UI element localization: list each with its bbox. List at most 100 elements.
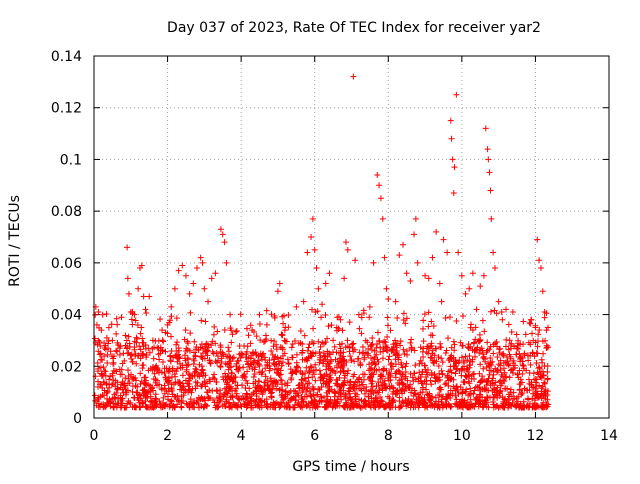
- noise-marker: [529, 349, 536, 356]
- noise-marker: [468, 390, 475, 397]
- data-point: [448, 135, 455, 142]
- data-point: [534, 236, 541, 243]
- noise-marker: [104, 388, 111, 395]
- noise-marker: [371, 356, 378, 363]
- noise-marker: [516, 404, 523, 411]
- noise-marker: [369, 378, 376, 385]
- noise-marker: [293, 359, 300, 366]
- noise-marker: [308, 306, 315, 313]
- noise-marker: [273, 346, 280, 353]
- noise-marker: [250, 374, 257, 381]
- noise-marker: [146, 349, 153, 356]
- data-point: [422, 272, 429, 279]
- noise-marker: [255, 361, 262, 368]
- noise-marker: [431, 352, 438, 359]
- noise-marker: [372, 361, 379, 368]
- noise-marker: [313, 366, 320, 373]
- data-point: [407, 277, 414, 284]
- noise-marker: [320, 358, 327, 365]
- data-point: [484, 146, 491, 153]
- noise-marker: [377, 402, 384, 409]
- noise-marker: [262, 338, 269, 345]
- noise-marker: [475, 338, 482, 345]
- noise-marker: [139, 350, 146, 357]
- noise-marker: [129, 388, 136, 395]
- noise-marker: [411, 347, 418, 354]
- noise-marker: [173, 315, 180, 322]
- noise-marker: [462, 353, 469, 360]
- noise-marker: [199, 366, 206, 373]
- noise-marker: [477, 387, 484, 394]
- data-point: [109, 337, 116, 344]
- noise-marker: [236, 342, 243, 349]
- noise-marker: [392, 361, 399, 368]
- noise-marker: [133, 339, 140, 346]
- noise-marker: [244, 368, 251, 375]
- noise-marker: [434, 374, 441, 381]
- noise-marker: [544, 396, 551, 403]
- noise-marker: [420, 338, 427, 345]
- noise-marker: [125, 397, 132, 404]
- noise-marker: [164, 378, 171, 385]
- noise-marker: [317, 354, 324, 361]
- noise-marker: [486, 367, 493, 374]
- noise-marker: [269, 380, 276, 387]
- noise-marker: [490, 350, 497, 357]
- noise-marker: [232, 387, 239, 394]
- noise-marker: [294, 401, 301, 408]
- noise-marker: [436, 392, 443, 399]
- noise-marker: [430, 323, 437, 330]
- noise-marker: [304, 384, 311, 391]
- noise-marker: [209, 338, 216, 345]
- data-point: [350, 73, 357, 80]
- noise-marker: [126, 380, 133, 387]
- noise-marker: [226, 388, 233, 395]
- noise-marker: [483, 381, 490, 388]
- noise-marker: [273, 378, 280, 385]
- noise-marker: [99, 357, 106, 364]
- noise-marker: [95, 383, 102, 390]
- noise-marker: [216, 398, 223, 405]
- noise-marker: [534, 343, 541, 350]
- noise-marker: [339, 327, 346, 334]
- noise-marker: [537, 373, 544, 380]
- noise-marker: [96, 351, 103, 358]
- noise-marker: [281, 337, 288, 344]
- noise-marker: [271, 338, 278, 345]
- data-point: [182, 272, 189, 279]
- noise-marker: [347, 382, 354, 389]
- noise-marker: [262, 379, 269, 386]
- noise-marker: [318, 314, 325, 321]
- data-point: [212, 270, 219, 277]
- noise-marker: [257, 337, 264, 344]
- noise-marker: [198, 383, 205, 390]
- noise-marker: [362, 337, 369, 344]
- noise-marker: [333, 349, 340, 356]
- noise-marker: [334, 314, 341, 321]
- noise-marker: [399, 364, 406, 371]
- noise-marker: [138, 324, 145, 331]
- noise-marker: [351, 385, 358, 392]
- noise-marker: [368, 342, 375, 349]
- noise-marker: [380, 348, 387, 355]
- noise-marker: [428, 342, 435, 349]
- noise-marker: [305, 374, 312, 381]
- data-point: [98, 327, 105, 334]
- noise-marker: [379, 355, 386, 362]
- noise-marker: [399, 380, 406, 387]
- noise-marker: [297, 328, 304, 335]
- noise-marker: [539, 383, 546, 390]
- noise-marker: [244, 343, 251, 350]
- noise-marker: [145, 345, 152, 352]
- noise-marker: [495, 361, 502, 368]
- noise-marker: [341, 374, 348, 381]
- noise-marker: [332, 403, 339, 410]
- noise-marker: [346, 379, 353, 386]
- noise-marker: [533, 350, 540, 357]
- noise-marker: [513, 331, 520, 338]
- noise-marker: [110, 361, 117, 368]
- noise-marker: [312, 350, 319, 357]
- data-point: [366, 303, 373, 310]
- noise-marker: [457, 403, 464, 410]
- noise-marker: [121, 383, 128, 390]
